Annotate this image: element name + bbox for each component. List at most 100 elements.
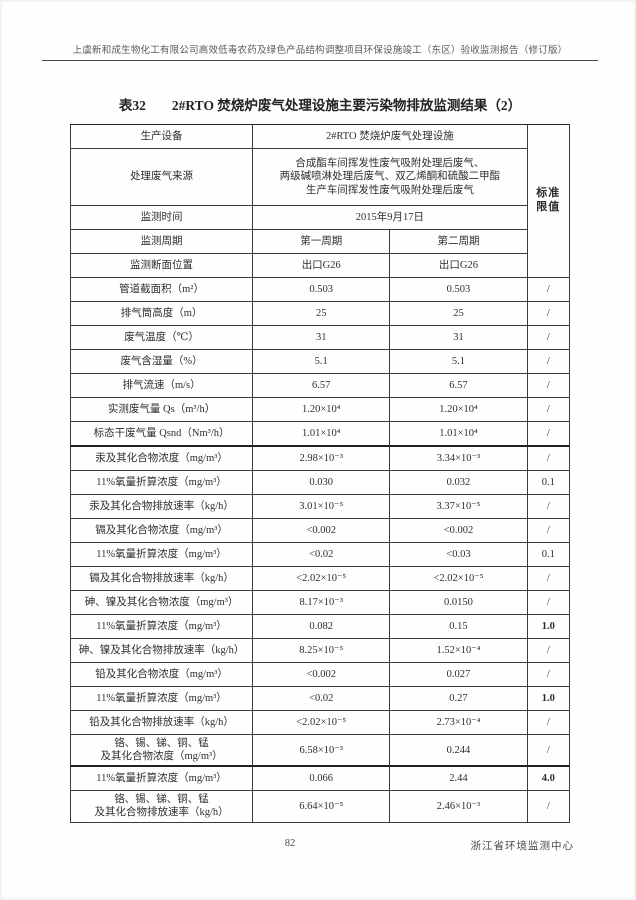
value-period2: 0.032 xyxy=(389,470,528,495)
limit-value: / xyxy=(526,590,571,615)
value-period1: 3.01×10⁻⁵ xyxy=(252,494,391,519)
row-label: 11%氧量折算浓度（mg/m³） xyxy=(69,470,254,495)
limit-value: 1.0 xyxy=(526,614,571,639)
value-period1: 6.57 xyxy=(252,373,391,398)
limit-value: / xyxy=(526,638,571,663)
footer-organization: 浙江省环境监测中心 xyxy=(470,841,574,852)
table-row: 废气温度（℃） 31 31/ xyxy=(69,325,571,350)
value-period2: <0.002 xyxy=(389,518,528,543)
value-period1: <0.002 xyxy=(252,518,391,543)
table-row: 11%氧量折算浓度（mg/m³） <0.02 <0.03 0.1 xyxy=(69,542,571,567)
table-row-equipment: 生产设备 2#RTO 焚烧炉废气处理设施 标准 限值 xyxy=(69,124,571,278)
value-period1: <0.02 xyxy=(252,686,391,711)
table-row: 砷、镍及其化合物排放速率（kg/h） 8.25×10⁻⁵ 1.52×10⁻⁴ / xyxy=(69,638,571,663)
value-period1: 25 xyxy=(252,301,391,326)
limit-value: / xyxy=(526,325,571,350)
value-period1: 6.58×10⁻³ xyxy=(252,734,391,768)
row-label: 铅及其化合物浓度（mg/m³） xyxy=(69,662,254,687)
limit-value: / xyxy=(526,566,571,591)
row-label: 铬、锡、锑、铜、锰 及其化合物排放速率（kg/h） xyxy=(69,790,254,823)
limit-value: / xyxy=(526,397,571,422)
table-row: 铬、锡、锑、铜、锰 及其化合物排放速率（kg/h） 6.64×10⁻⁵ 2.46×1… xyxy=(69,790,571,823)
value-period1: 5.1 xyxy=(252,349,391,374)
row-label: 砷、镍及其化合物浓度（mg/m³） xyxy=(69,590,254,615)
limit-value: 1.0 xyxy=(526,686,571,711)
value-period2: 2.46×10⁻³ xyxy=(389,790,528,823)
table-row: 11%氧量折算浓度（mg/m³） 0.066 2.44 4.0 xyxy=(69,765,571,792)
running-header: 上虞新和成生物化工有限公司高效低毒农药及绿色产品结构调整项目环保设施竣工（东区）… xyxy=(42,42,598,61)
table-row: 标态干废气量 Qsnd（Nm³/h） 1.01×10⁴ 1.01×10⁴ / xyxy=(69,421,571,447)
row-label: 排气筒高度（m） xyxy=(69,301,254,326)
table-row-waste-gas-source: 处理废气来源 合成酯车间挥发性废气吸附处理后废气、 两级碱喷淋处理后废气、双乙烯… xyxy=(69,148,570,206)
row-label: 11%氧量折算浓度（mg/m³） xyxy=(69,542,254,567)
row-label: 汞及其化合物浓度（mg/m³） xyxy=(69,445,254,471)
table-row: 管道截面积（m²） 0.503 0.503/ xyxy=(69,277,571,302)
measurements-body: 管道截面积（m²） 0.503 0.503/排气筒高度（m） 25 25/废气温度（℃）… xyxy=(69,277,571,823)
row-label: 汞及其化合物排放速率（kg/h） xyxy=(69,494,254,519)
row-label: 排气流速（m/s） xyxy=(69,373,254,398)
row-label: 生产设备 xyxy=(69,124,254,149)
value-period1: 1.20×10⁴ xyxy=(252,397,391,422)
table-row: 排气流速（m/s） 6.57 6.57/ xyxy=(69,373,571,398)
table-row-monitor-time: 监测时间 2015年9月17日 xyxy=(69,205,570,230)
limit-value: / xyxy=(526,710,571,735)
value-period1: <2.02×10⁻⁵ xyxy=(252,566,391,591)
table-row: 镉及其化合物排放速率（kg/h） <2.02×10⁻⁵ <2.02×10⁻⁵ / xyxy=(69,566,571,591)
value-period2: 3.37×10⁻⁵ xyxy=(389,494,528,519)
row-label: 铅及其化合物排放速率（kg/h） xyxy=(69,710,254,735)
value-period2: <2.02×10⁻⁵ xyxy=(389,566,528,591)
limit-column-header: 标准 限值 xyxy=(526,124,571,278)
monitor-time-value: 2015年9月17日 xyxy=(252,205,528,230)
value-period2: 0.027 xyxy=(389,662,528,687)
limit-value: / xyxy=(526,734,571,768)
row-label: 废气含湿量（%） xyxy=(69,349,254,374)
limit-value: / xyxy=(526,349,571,374)
limit-value: 0.1 xyxy=(526,470,571,495)
limit-value: / xyxy=(526,277,571,302)
row-label: 实测废气量 Qs（m³/h） xyxy=(69,397,254,422)
value-period2: 31 xyxy=(389,325,528,350)
value-period2: 6.57 xyxy=(389,373,528,398)
table-row: 废气含湿量（%） 5.1 5.1/ xyxy=(69,349,571,374)
row-label: 监测周期 xyxy=(69,229,254,254)
position-period2: 出口G26 xyxy=(389,253,528,278)
table-row: 铅及其化合物浓度（mg/m³） <0.002 0.027/ xyxy=(69,662,571,687)
row-label: 监测时间 xyxy=(69,205,254,230)
row-label: 废气温度（℃） xyxy=(69,325,254,350)
table-row: 11%氧量折算浓度（mg/m³） 0.030 0.032 0.1 xyxy=(69,470,571,495)
row-label: 管道截面积（m²） xyxy=(69,277,254,302)
limit-value: / xyxy=(526,790,571,823)
limit-value: 0.1 xyxy=(526,542,571,567)
table-row: 铬、锡、锑、铜、锰 及其化合物浓度（mg/m³） 6.58×10⁻³ 0.244/ xyxy=(69,734,571,768)
value-period2: 2.73×10⁻⁴ xyxy=(389,710,528,735)
row-label: 标态干废气量 Qsnd（Nm³/h） xyxy=(69,421,254,447)
value-period1: <0.02 xyxy=(252,542,391,567)
value-period2: 1.52×10⁻⁴ xyxy=(389,638,528,663)
page-number: 82 xyxy=(284,838,296,849)
table-row: 铅及其化合物排放速率（kg/h） <2.02×10⁻⁵ 2.73×10⁻⁴ / xyxy=(69,710,571,735)
limit-value: / xyxy=(526,301,571,326)
value-period1: 8.25×10⁻⁵ xyxy=(252,638,391,663)
value-period2: 0.0150 xyxy=(389,590,528,615)
value-period2: 1.20×10⁴ xyxy=(389,397,528,422)
table-row: 砷、镍及其化合物浓度（mg/m³） 8.17×10⁻³ 0.0150/ xyxy=(69,590,571,615)
period1-header: 第一周期 xyxy=(252,229,391,254)
value-period1: 0.082 xyxy=(252,614,391,639)
table-row: 实测废气量 Qs（m³/h） 1.20×10⁴ 1.20×10⁴ / xyxy=(69,397,571,422)
value-period2: 0.503 xyxy=(389,277,528,302)
value-period1: 1.01×10⁴ xyxy=(252,421,391,447)
value-period1: <2.02×10⁻⁵ xyxy=(252,710,391,735)
table-row: 汞及其化合物浓度（mg/m³） 2.98×10⁻³ 3.34×10⁻³ / xyxy=(69,445,571,471)
value-period1: 31 xyxy=(252,325,391,350)
period2-header: 第二周期 xyxy=(389,229,528,254)
row-label: 11%氧量折算浓度（mg/m³） xyxy=(69,765,254,792)
row-label: 砷、镍及其化合物排放速率（kg/h） xyxy=(69,638,254,663)
table-row-section-position: 监测断面位置 出口G26 出口G26 xyxy=(69,253,570,278)
row-label: 铬、锡、锑、铜、锰 及其化合物浓度（mg/m³） xyxy=(69,734,254,768)
value-period2: 0.244 xyxy=(389,734,528,768)
value-period1: 0.030 xyxy=(252,470,391,495)
table-row: 11%氧量折算浓度（mg/m³） <0.02 0.27 1.0 xyxy=(69,686,571,711)
table-header-section: 生产设备 2#RTO 焚烧炉废气处理设施 标准 限值 处理废气来源 合成酯车间挥… xyxy=(69,124,571,278)
row-label: 监测断面位置 xyxy=(69,253,254,278)
